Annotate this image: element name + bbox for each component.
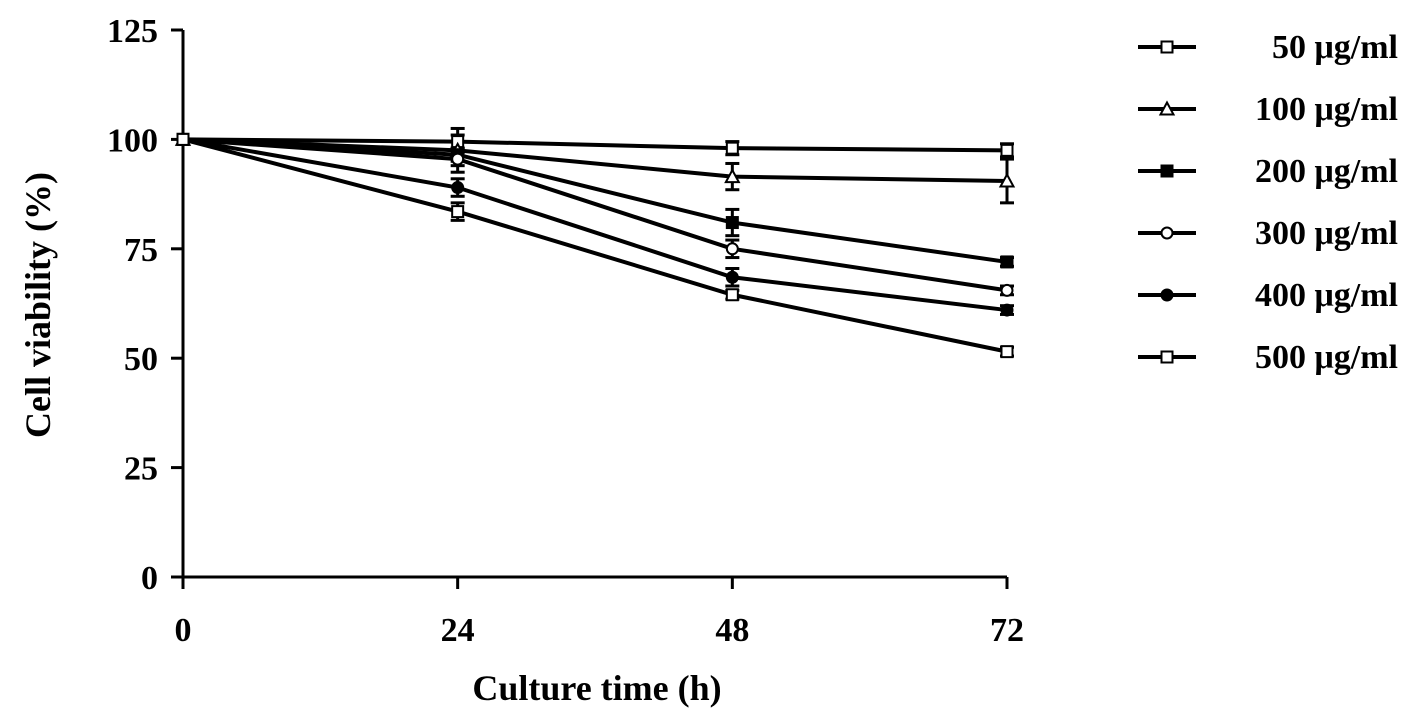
legend-marker <box>1160 226 1174 240</box>
x-tick-label: 24 <box>441 612 475 649</box>
legend: 50 μg/ml 100 μg/ml 200 μg/ml 300 μg/ml 400 μ… <box>1138 29 1398 376</box>
y-tick-label: 100 <box>107 122 158 159</box>
data-point <box>725 242 739 256</box>
data-point <box>725 216 739 230</box>
y-ticks: 0 25 50 75 100 125 <box>107 13 183 597</box>
data-point <box>1000 303 1014 317</box>
data-point <box>725 288 739 302</box>
legend-marker <box>1160 40 1174 54</box>
legend-marker <box>1160 164 1174 178</box>
y-tick-label: 75 <box>124 232 158 269</box>
data-point <box>1000 283 1014 297</box>
series-line-4 <box>182 137 1008 293</box>
data-point <box>1000 143 1014 157</box>
data-point <box>725 141 739 155</box>
data-point <box>451 152 465 166</box>
data-point <box>176 132 190 146</box>
series-lines <box>182 137 1008 354</box>
x-ticks: 0 24 48 72 <box>175 577 1024 649</box>
data-point <box>451 205 465 219</box>
x-tick-label: 72 <box>990 612 1024 649</box>
series-markers <box>174 130 1016 359</box>
data-point <box>724 167 741 184</box>
y-tick-label: 50 <box>124 341 158 378</box>
axes <box>181 30 1007 579</box>
legend-label: 50 μg/ml <box>1272 29 1398 66</box>
legend-label: 300 μg/ml <box>1255 215 1398 252</box>
legend-label: 500 μg/ml <box>1255 339 1398 376</box>
y-tick-label: 125 <box>107 13 158 50</box>
x-tick-label: 0 <box>175 612 192 649</box>
legend-marker <box>1158 100 1176 116</box>
y-tick-label: 0 <box>141 560 158 597</box>
x-axis-title: Culture time (h) <box>472 668 721 708</box>
legend-label: 200 μg/ml <box>1255 153 1398 190</box>
legend-label: 400 μg/ml <box>1255 277 1398 314</box>
series-line-3 <box>182 137 1008 264</box>
error-bars <box>450 126 1014 358</box>
legend-marker <box>1160 350 1174 364</box>
legend-marker <box>1160 288 1174 302</box>
series-line-6 <box>182 137 1008 354</box>
data-point <box>1000 255 1014 269</box>
x-tick-label: 48 <box>715 612 749 649</box>
series-line-2 <box>182 137 1008 183</box>
series-line-5 <box>182 137 1008 313</box>
data-point <box>1000 345 1014 359</box>
y-tick-label: 25 <box>124 451 158 488</box>
data-point <box>725 270 739 284</box>
data-point <box>451 181 465 195</box>
data-point <box>998 172 1016 188</box>
y-axis-title: Cell viability (%) <box>18 172 58 438</box>
series-line-1 <box>182 137 1008 153</box>
legend-label: 100 μg/ml <box>1255 91 1398 128</box>
